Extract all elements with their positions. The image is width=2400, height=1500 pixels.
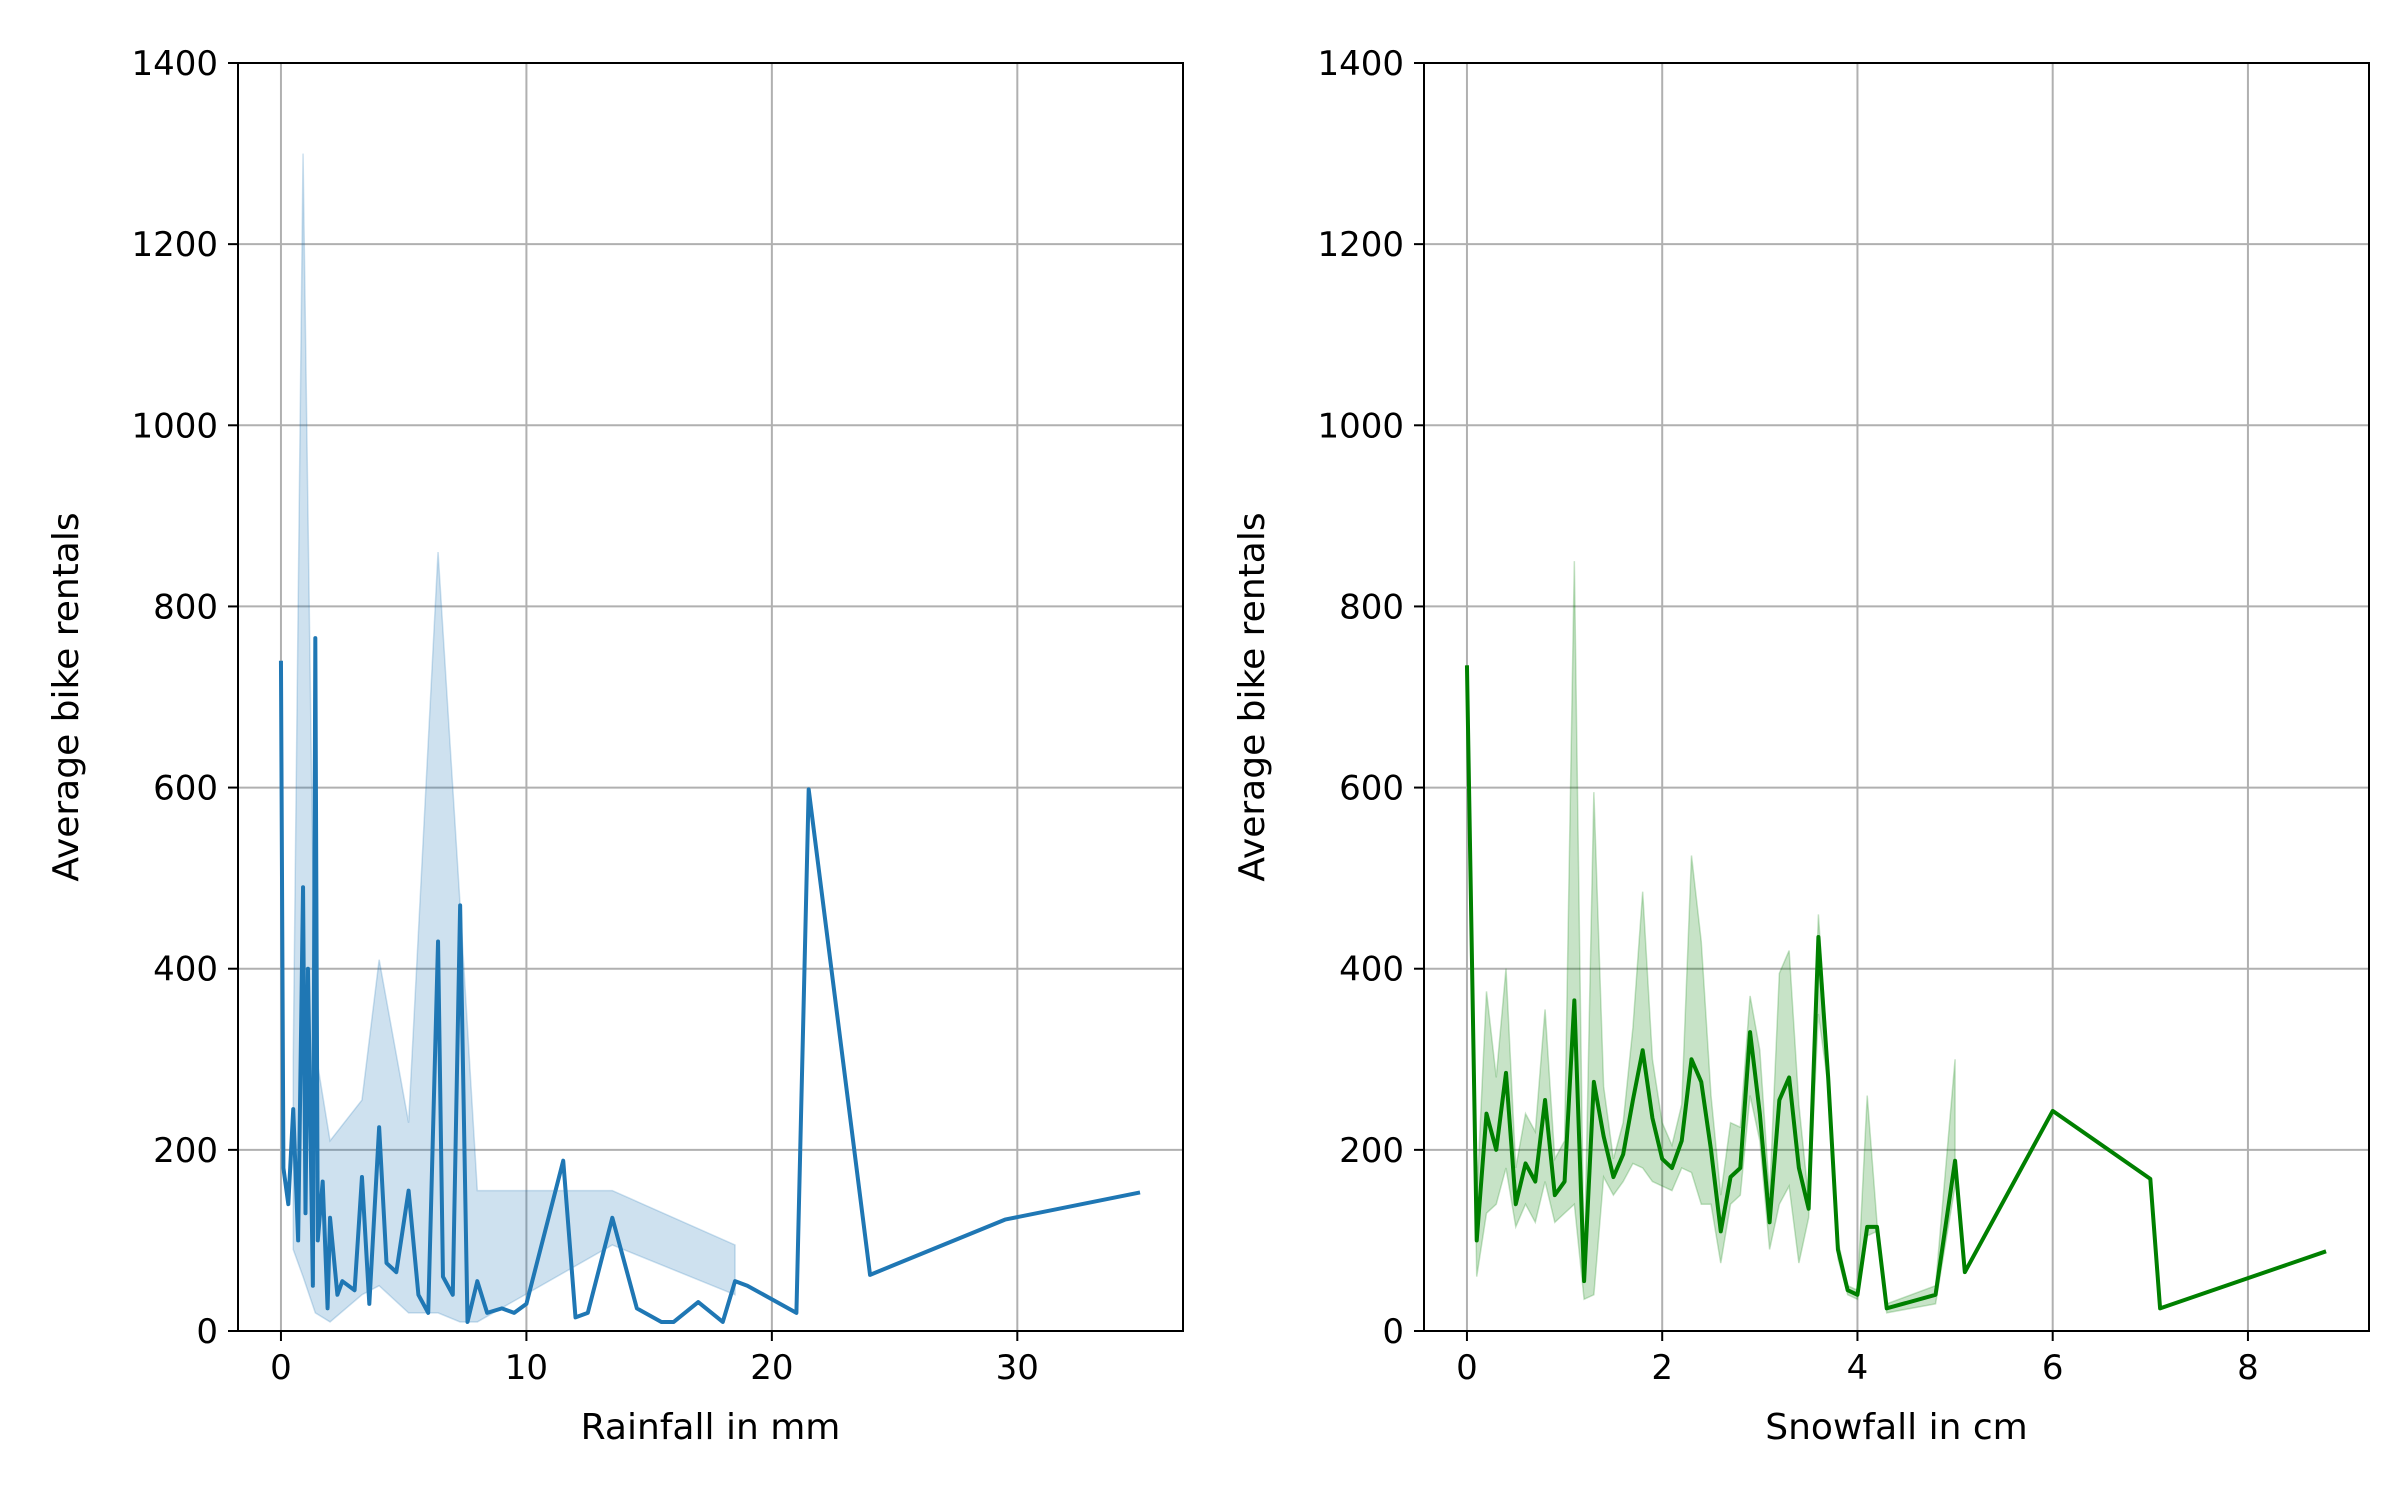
snowfall-y-tick-label-1: 200 (1339, 1131, 1404, 1171)
rainfall-y-tick-label-6: 1200 (131, 225, 218, 265)
snowfall-x-tick-label-4: 8 (2237, 1348, 2259, 1388)
snowfall-x-axis-label: Snowfall in cm (1765, 1407, 2027, 1448)
rainfall-y-tick-label-1: 200 (153, 1131, 218, 1171)
rainfall-axes-frame (237, 62, 1184, 1332)
snowfall-confidence-band-0 (1466, 561, 1956, 1314)
snowfall-axes-frame (1423, 62, 2370, 1332)
rainfall-series-line-0 (278, 636, 1141, 1324)
rainfall-x-tick-label-2: 20 (750, 1348, 793, 1388)
snowfall-y-tick-label-2: 400 (1339, 950, 1404, 990)
snowfall-y-tick-label-4: 800 (1339, 587, 1404, 627)
snowfall-x-tick-label-3: 6 (2042, 1348, 2064, 1388)
snowfall-series-line-0 (1464, 665, 2327, 1311)
rainfall-y-axis-label: Average bike rentals (46, 512, 87, 881)
snowfall-y-axis-label: Average bike rentals (1232, 512, 1273, 881)
rainfall-y-tick-label-2: 400 (153, 950, 218, 990)
snowfall-y-tick-label-0: 0 (1382, 1312, 1404, 1352)
rainfall-chart: 0 10 20 30 0 200 400 600 800 1000 1200 1400 Rainfall… (46, 44, 1184, 1448)
rainfall-x-axis-label: Rainfall in mm (581, 1407, 841, 1448)
snowfall-y-tick-label-7: 1400 (1317, 44, 1404, 84)
snowfall-x-tick-label-1: 2 (1651, 1348, 1673, 1388)
snowfall-y-tick-label-6: 1200 (1317, 225, 1404, 265)
rainfall-y-tick-label-0: 0 (196, 1312, 218, 1352)
rainfall-y-tick-label-5: 1000 (131, 406, 218, 446)
snowfall-y-tick-label-5: 1000 (1317, 406, 1404, 446)
rainfall-y-tick-label-3: 600 (153, 769, 218, 809)
rainfall-x-tick-label-0: 0 (270, 1348, 292, 1388)
rainfall-x-tick-label-1: 10 (505, 1348, 548, 1388)
rainfall-y-tick-label-7: 1400 (131, 44, 218, 84)
rainfall-y-tick-label-4: 800 (153, 587, 218, 627)
rainfall-confidence-band-0 (292, 153, 736, 1323)
snowfall-x-tick-label-0: 0 (1456, 1348, 1478, 1388)
rainfall-x-tick-label-3: 30 (996, 1348, 1039, 1388)
snowfall-y-tick-label-3: 600 (1339, 769, 1404, 809)
snowfall-x-tick-label-2: 4 (1847, 1348, 1869, 1388)
snowfall-chart: 0 2 4 6 8 0 200 400 600 800 1000 1200 1400 Snowfall i… (1232, 44, 2370, 1448)
